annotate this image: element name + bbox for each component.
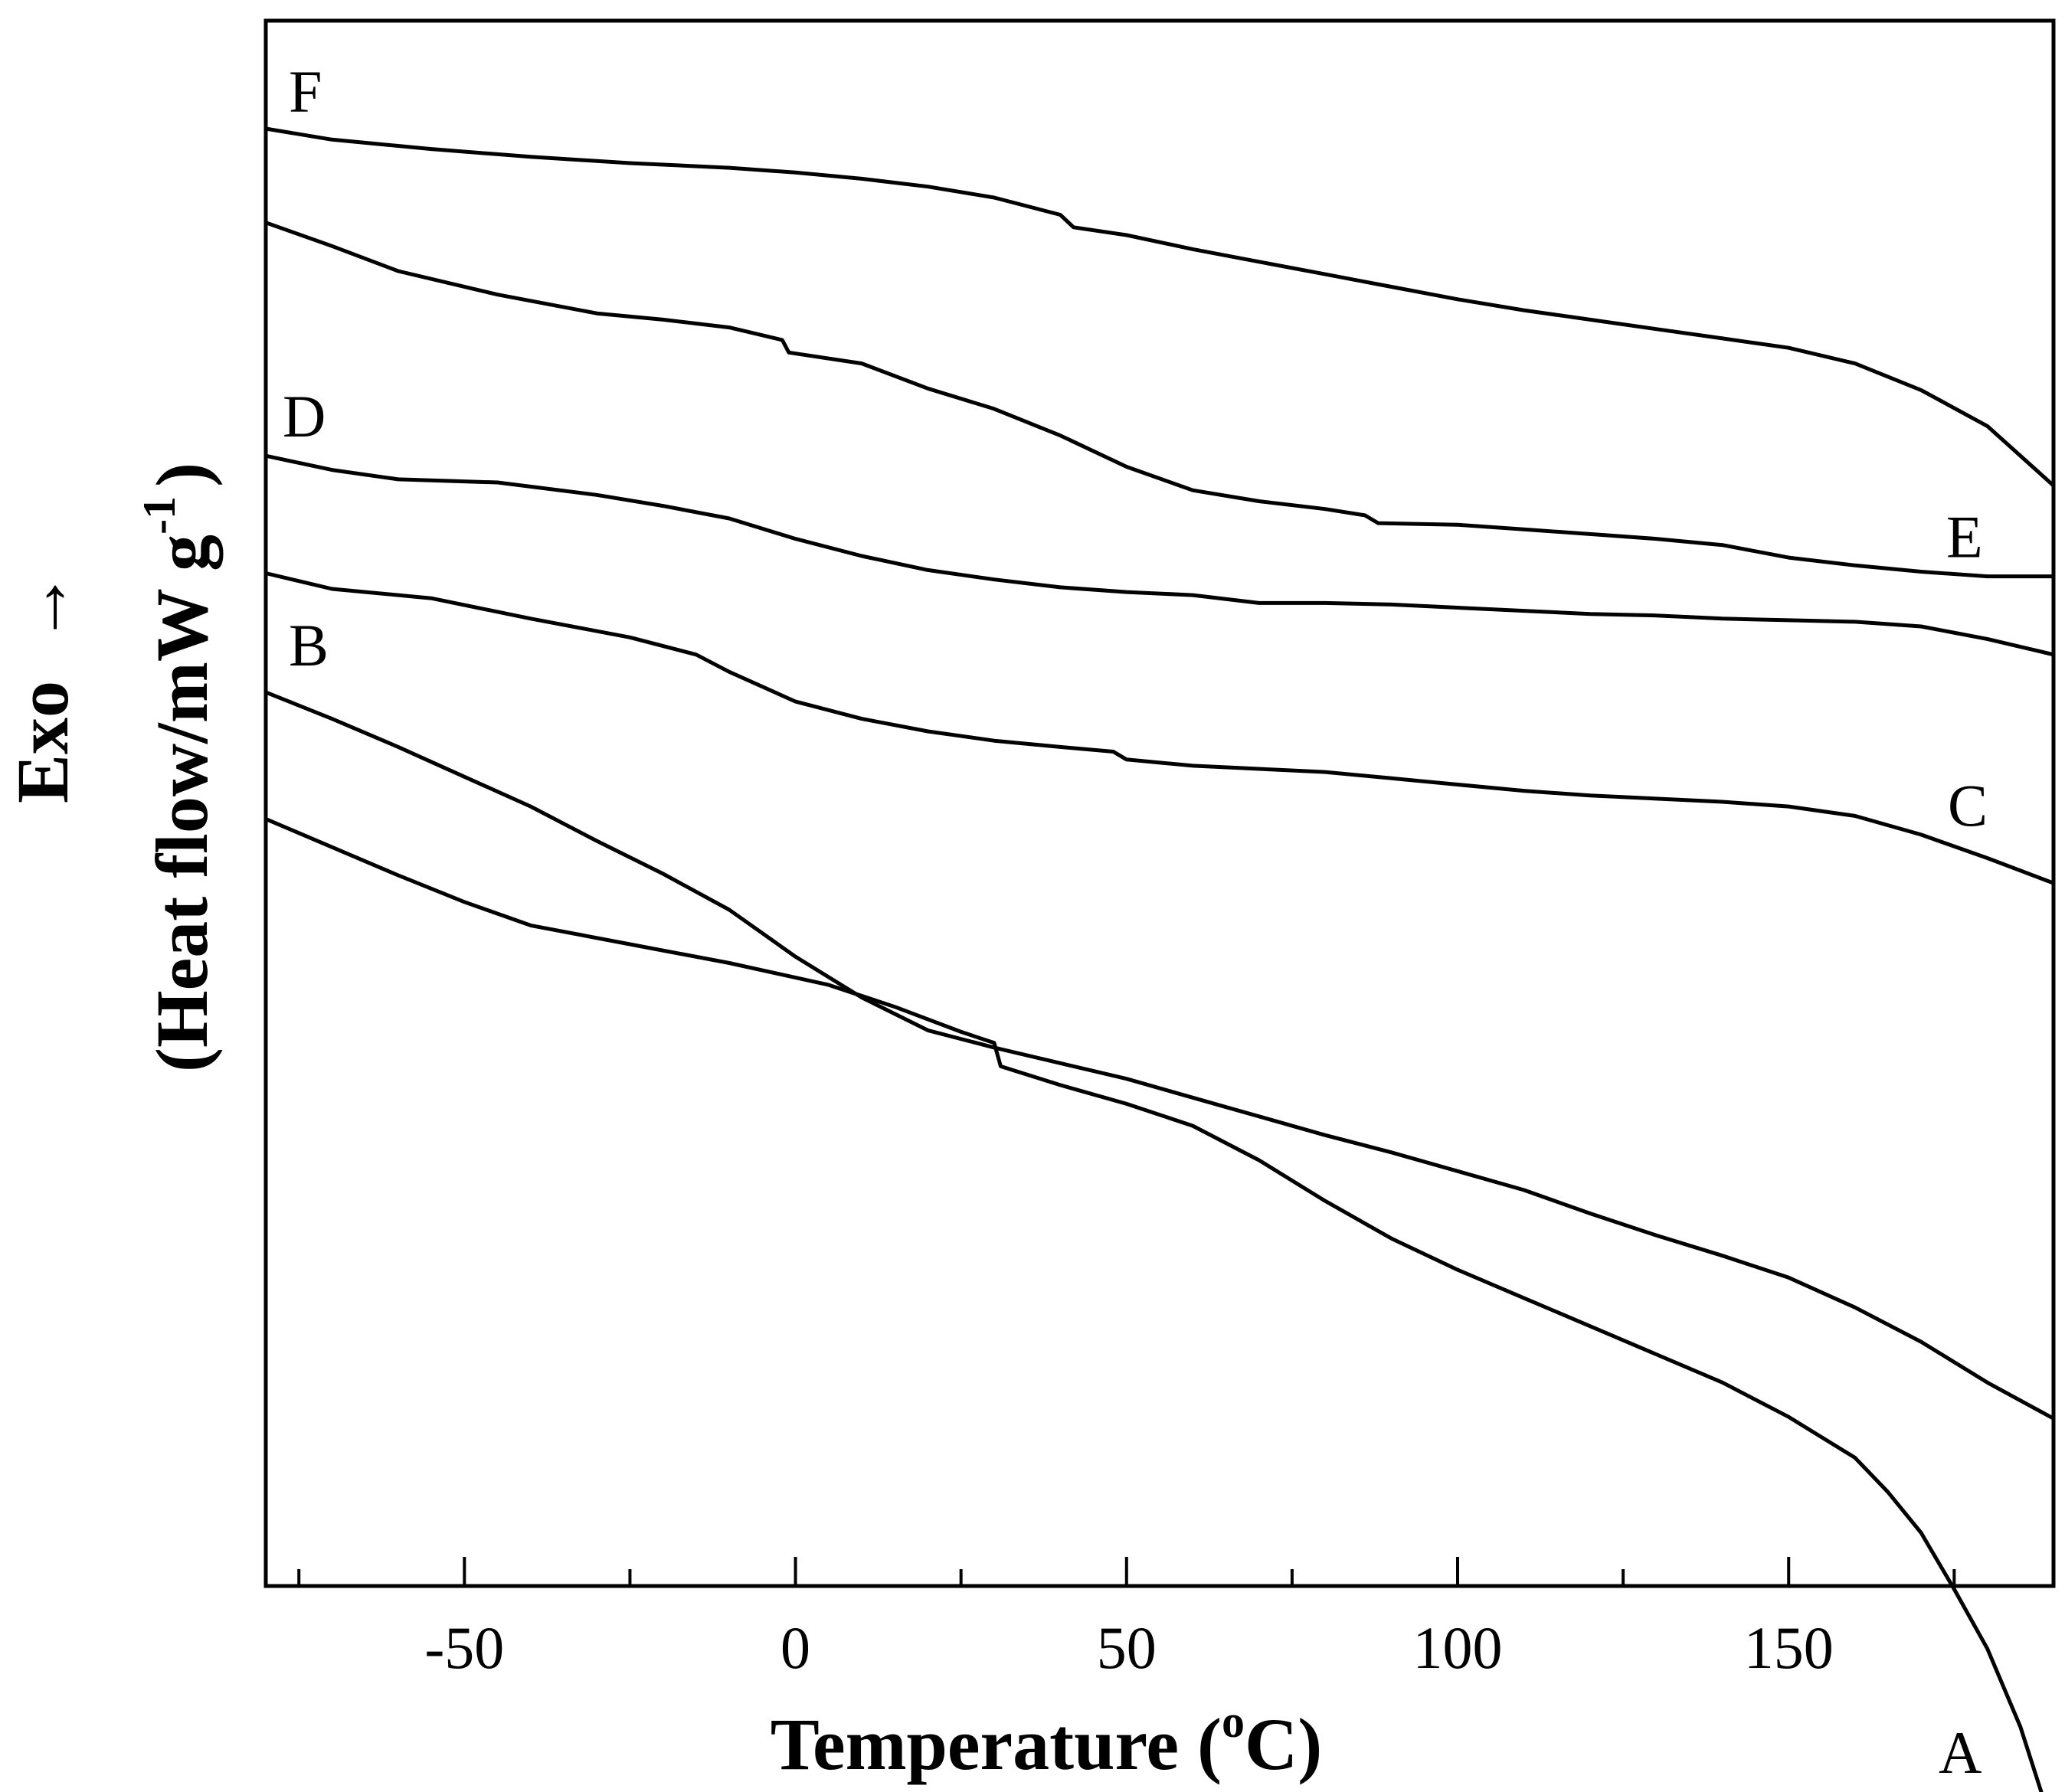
- x-tick-label: -50: [424, 1614, 504, 1681]
- x-tick-label: 0: [781, 1614, 810, 1681]
- x-axis-tick-labels: -50 0 50 100 150: [424, 1614, 1833, 1681]
- series-line-c: [263, 571, 2056, 885]
- x-axis-ticks: [297, 1557, 1956, 1586]
- series-label-e: E: [1946, 504, 1983, 571]
- x-axis-title-superscript: o: [1222, 1696, 1245, 1747]
- series-line-d: [263, 453, 2056, 657]
- y-axis-title-end: ): [141, 463, 223, 487]
- y-axis-title-superscript: -1: [134, 496, 185, 535]
- series-line-e: [263, 221, 2056, 579]
- x-tick-label: 150: [1744, 1614, 1834, 1681]
- y-axis-exo-label: Exo →: [2, 571, 83, 803]
- series-line-f: [263, 126, 2056, 488]
- x-axis-title-main: Temperature (: [771, 1703, 1222, 1785]
- series-labels: A B C D E F: [283, 58, 1988, 1786]
- exo-arrow-icon: →: [2, 571, 83, 644]
- x-axis-title-unit: C): [1245, 1703, 1322, 1785]
- y-axis-exo-text: Exo: [2, 681, 83, 803]
- series-label-d: D: [283, 383, 326, 450]
- x-tick-label: 100: [1413, 1614, 1503, 1681]
- series-label-f: F: [289, 58, 322, 125]
- x-tick-label: 50: [1097, 1614, 1157, 1681]
- series-line-b: [263, 690, 2056, 1421]
- y-axis-title: (Heat flow/mW g-1): [134, 463, 223, 1072]
- series-line-a: [263, 816, 2044, 1792]
- series-label-b: B: [289, 612, 329, 679]
- series-label-c: C: [1948, 772, 1988, 839]
- series-lines: [263, 126, 2056, 1792]
- x-axis-title: Temperature (oC): [771, 1696, 1323, 1785]
- series-label-a: A: [1939, 1719, 1982, 1786]
- y-axis-title-main: (Heat flow/mW g: [141, 535, 223, 1072]
- plot-area-frame: [263, 18, 2056, 1588]
